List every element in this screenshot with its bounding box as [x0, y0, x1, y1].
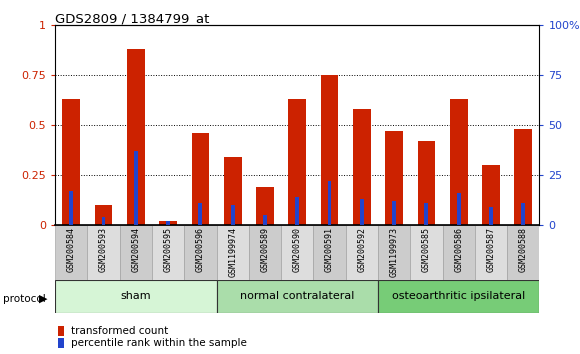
Text: GSM200589: GSM200589	[260, 227, 270, 272]
Text: GSM200593: GSM200593	[99, 227, 108, 272]
Bar	[346, 225, 378, 280]
Bar	[378, 280, 539, 313]
Bar	[514, 129, 532, 225]
Bar	[69, 191, 73, 225]
Bar	[281, 225, 313, 280]
Bar	[360, 199, 364, 225]
Text: GSM200596: GSM200596	[196, 227, 205, 272]
Text: protocol: protocol	[3, 294, 46, 304]
Text: GSM200591: GSM200591	[325, 227, 334, 272]
Bar	[378, 225, 410, 280]
Text: percentile rank within the sample: percentile rank within the sample	[71, 338, 246, 348]
Text: GSM200594: GSM200594	[131, 227, 140, 272]
Text: GSM200595: GSM200595	[164, 227, 173, 272]
Bar	[288, 99, 306, 225]
Text: GSM1199973: GSM1199973	[390, 227, 398, 277]
Text: GSM200587: GSM200587	[487, 227, 495, 272]
Text: GSM200585: GSM200585	[422, 227, 431, 272]
Bar	[55, 280, 216, 313]
Bar	[410, 225, 443, 280]
Bar	[328, 181, 332, 225]
Bar	[521, 203, 525, 225]
Bar	[263, 215, 267, 225]
Bar	[134, 151, 138, 225]
Text: GSM200584: GSM200584	[67, 227, 76, 272]
Bar	[321, 75, 338, 225]
Text: sham: sham	[121, 291, 151, 302]
Bar	[256, 187, 274, 225]
Bar	[295, 197, 299, 225]
Bar	[443, 225, 475, 280]
Text: ▶: ▶	[39, 294, 48, 304]
Text: transformed count: transformed count	[71, 326, 168, 336]
Text: normal contralateral: normal contralateral	[240, 291, 354, 302]
Bar	[353, 109, 371, 225]
Bar	[482, 165, 500, 225]
Bar	[160, 221, 177, 225]
Text: osteoarthritic ipsilateral: osteoarthritic ipsilateral	[392, 291, 525, 302]
Text: GSM200588: GSM200588	[519, 227, 528, 272]
Bar	[385, 131, 403, 225]
Bar	[456, 193, 461, 225]
Bar	[450, 99, 467, 225]
Bar	[127, 49, 144, 225]
Text: GSM1199974: GSM1199974	[228, 227, 237, 277]
Bar	[392, 201, 396, 225]
Bar	[184, 225, 216, 280]
Bar	[198, 203, 202, 225]
Bar	[249, 225, 281, 280]
Text: GSM200592: GSM200592	[357, 227, 367, 272]
Text: GSM200586: GSM200586	[454, 227, 463, 272]
Bar	[88, 225, 119, 280]
Bar	[95, 205, 113, 225]
Bar	[489, 207, 493, 225]
Bar	[418, 141, 435, 225]
Bar	[119, 225, 152, 280]
Bar	[102, 217, 106, 225]
Bar	[224, 157, 241, 225]
Bar	[507, 225, 539, 280]
Bar	[425, 203, 429, 225]
Bar	[152, 225, 184, 280]
Bar	[216, 280, 378, 313]
Text: GSM200590: GSM200590	[293, 227, 302, 272]
Bar	[313, 225, 346, 280]
Text: GDS2809 / 1384799_at: GDS2809 / 1384799_at	[55, 12, 209, 25]
Bar	[231, 205, 235, 225]
Bar	[191, 133, 209, 225]
Bar	[216, 225, 249, 280]
Bar	[55, 225, 88, 280]
Bar	[475, 225, 507, 280]
Bar	[63, 99, 80, 225]
Bar	[166, 221, 170, 225]
